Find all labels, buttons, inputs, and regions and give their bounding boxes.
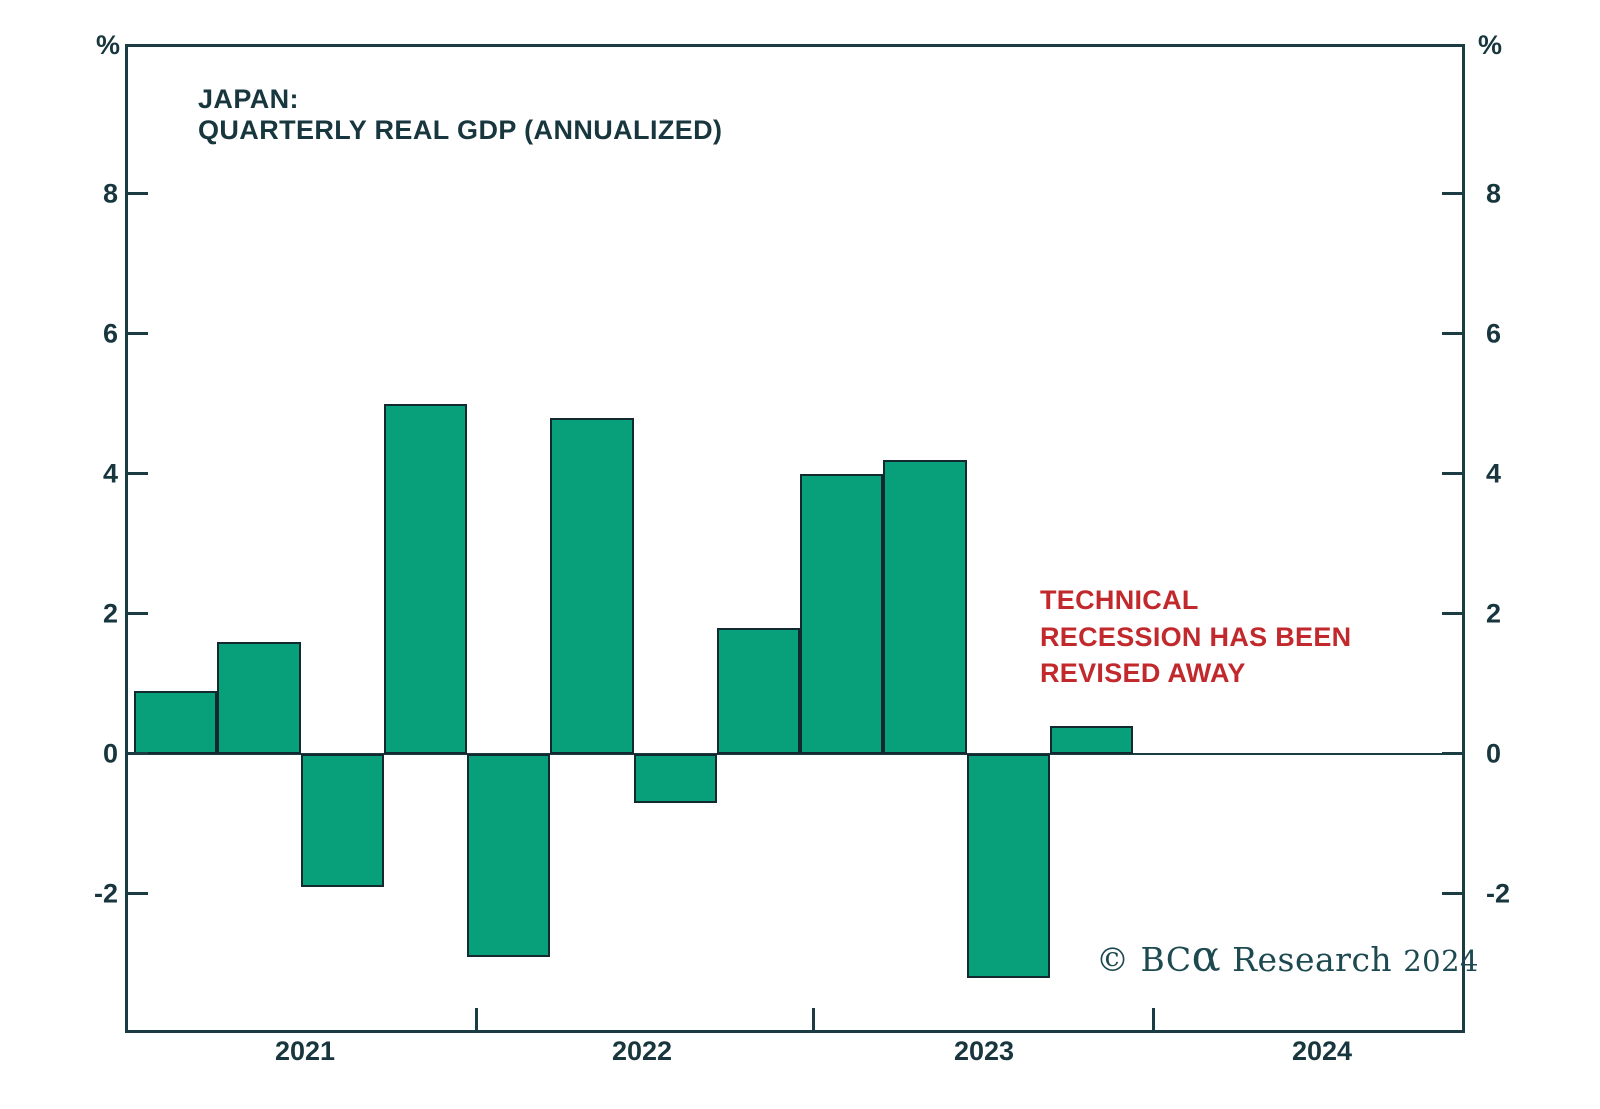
x-axis-year-label-2022: 2022 [611,1036,673,1066]
bar-2023-q3 [966,753,1050,978]
bar-2021-q3 [300,753,384,887]
y-tick-left-4 [128,472,148,475]
annotation-text: TECHNICAL RECESSION HAS BEEN REVISED AWA… [1040,582,1351,692]
x-tick-1 [474,1008,478,1031]
y-tick-right-4 [1442,472,1462,475]
bar-2023-q2 [883,459,967,754]
x-axis-year-label-2023: 2023 [953,1036,1015,1066]
x-axis-year-label-2024: 2024 [1291,1036,1353,1066]
y-tick-label-right-6: 6 [1486,318,1502,348]
y-tick-right-8 [1442,192,1462,195]
chart-title: JAPAN: QUARTERLY REAL GDP (ANNUALIZED) [198,84,722,146]
y-tick-left-0 [128,752,148,755]
x-tick-2 [811,1008,815,1031]
y-tick-label-right-4: 4 [1486,458,1502,488]
copyright-symbol: © [1096,940,1141,979]
y-tick-label-left-6: 6 [102,318,118,348]
bar-2021-q4 [383,403,467,754]
y-axis-unit-right: % [1478,30,1503,60]
y-tick-left-8 [128,192,148,195]
bar-2023-q4 [1049,725,1133,754]
chart-title-line2: QUARTERLY REAL GDP (ANNUALIZED) [198,115,723,145]
bar-2022-q4 [716,627,800,754]
y-tick-right-0 [1442,752,1462,755]
copyright-watermark: © BCα Research 2024 [1096,936,1479,980]
brand-alpha-glyph: α [1191,932,1222,982]
annotation-line3: REVISED AWAY [1040,658,1246,688]
x-tick-3 [1151,1008,1155,1031]
y-tick-left-2 [128,612,148,615]
y-tick-label-left--2: -2 [93,878,118,908]
bar-2023-q1 [800,473,884,754]
y-tick-label-right--2: -2 [1486,878,1511,908]
bar-2022-q1 [467,753,551,957]
y-tick-right--2 [1442,892,1462,895]
bar-2021-q2 [217,641,301,754]
plot-frame [125,44,1465,1033]
y-tick-label-right-8: 8 [1486,178,1502,208]
y-tick-left-6 [128,332,148,335]
annotation-line2: RECESSION HAS BEEN [1040,621,1352,652]
y-tick-label-left-8: 8 [102,178,118,208]
bar-2022-q3 [633,753,717,803]
bar-2022-q2 [550,417,634,754]
y-tick-left--2 [128,892,148,895]
annotation-line1: TECHNICAL [1040,585,1199,615]
zero-line [125,752,1465,755]
y-tick-right-6 [1442,332,1462,335]
watermark-year: 2024 [1403,944,1479,978]
y-tick-label-right-0: 0 [1486,738,1502,768]
y-tick-right-2 [1442,612,1462,615]
bar-2021-q1 [134,690,218,754]
brand-bc: BC [1140,940,1192,979]
y-axis-unit-left: % [96,30,121,60]
brand-research: Research [1221,940,1404,979]
y-tick-label-left-4: 4 [102,458,118,488]
y-tick-label-right-2: 2 [1486,598,1502,628]
y-tick-label-left-2: 2 [102,598,118,628]
y-tick-label-left-0: 0 [102,738,118,768]
x-axis-year-label-2021: 2021 [274,1036,336,1066]
chart-title-line1: JAPAN: [198,84,299,114]
